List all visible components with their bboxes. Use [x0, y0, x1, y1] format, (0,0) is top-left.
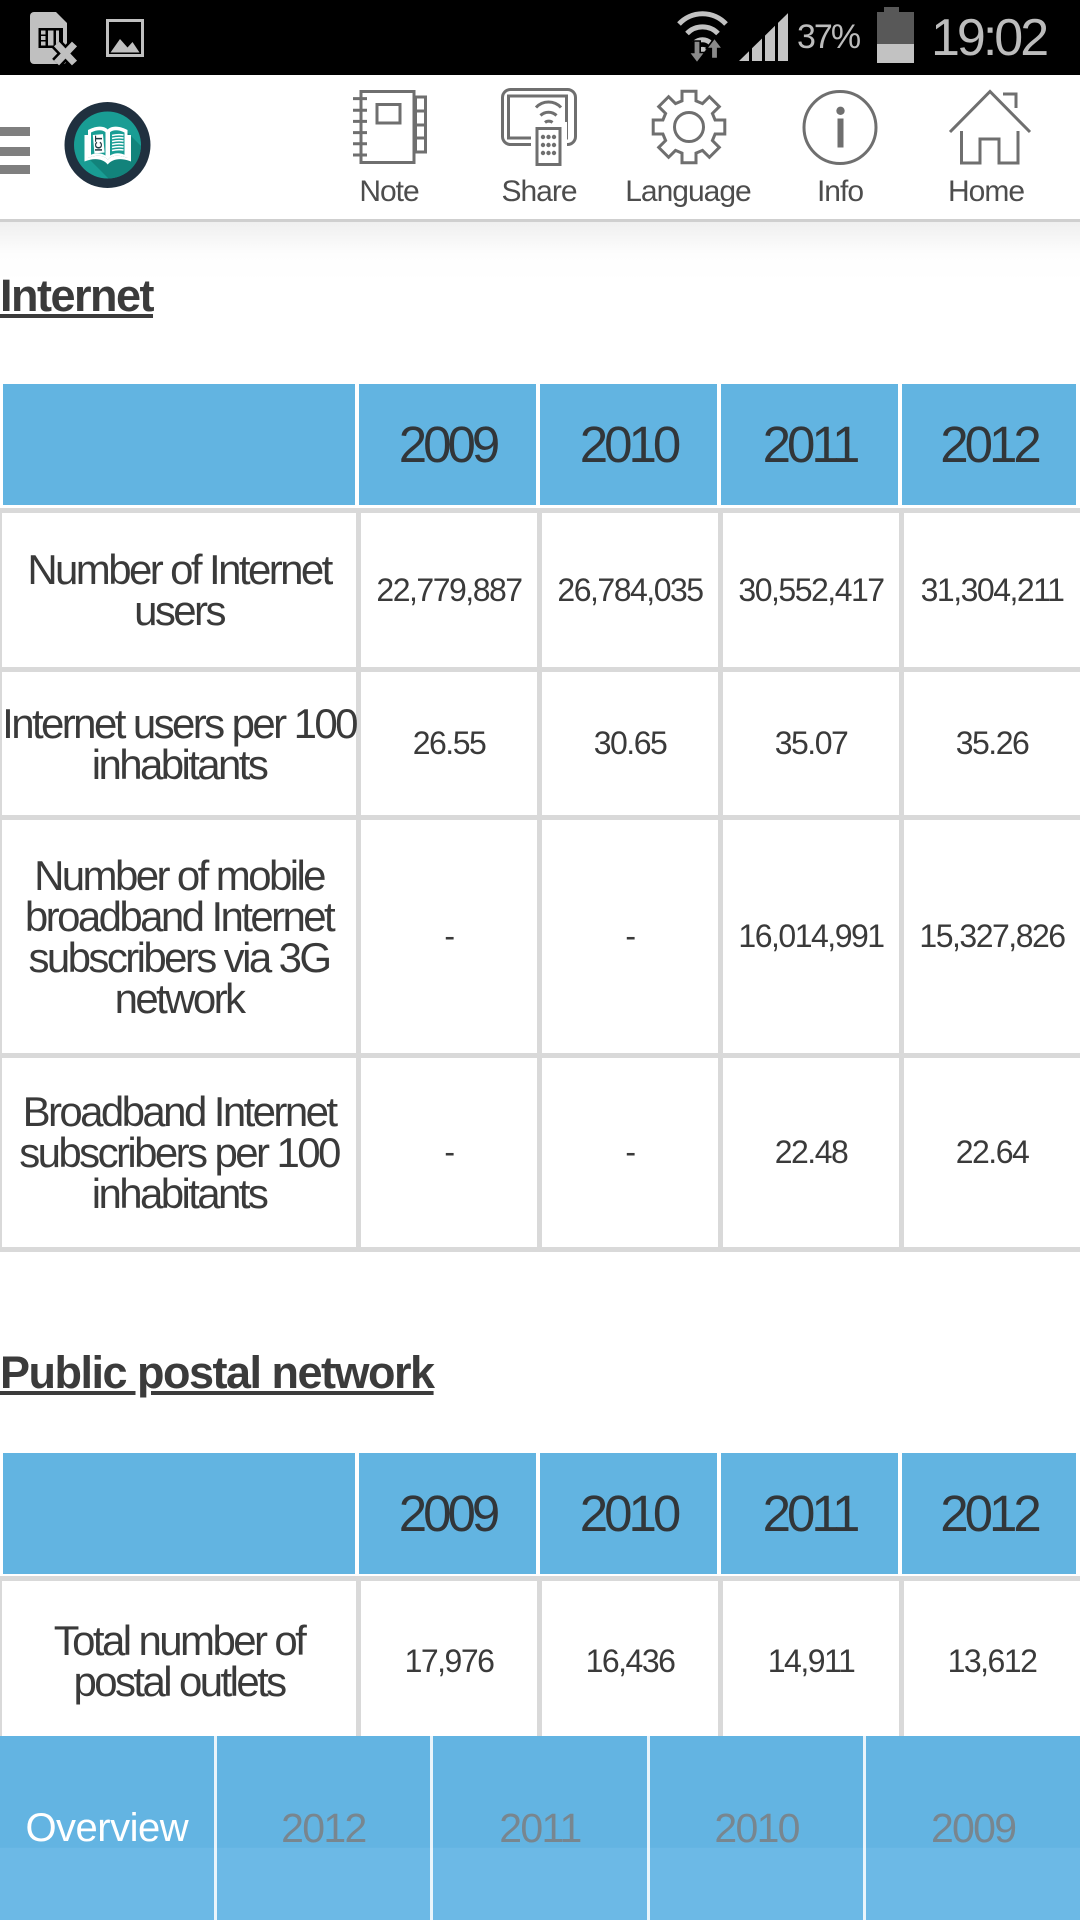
- svg-text:ICT: ICT: [93, 135, 105, 152]
